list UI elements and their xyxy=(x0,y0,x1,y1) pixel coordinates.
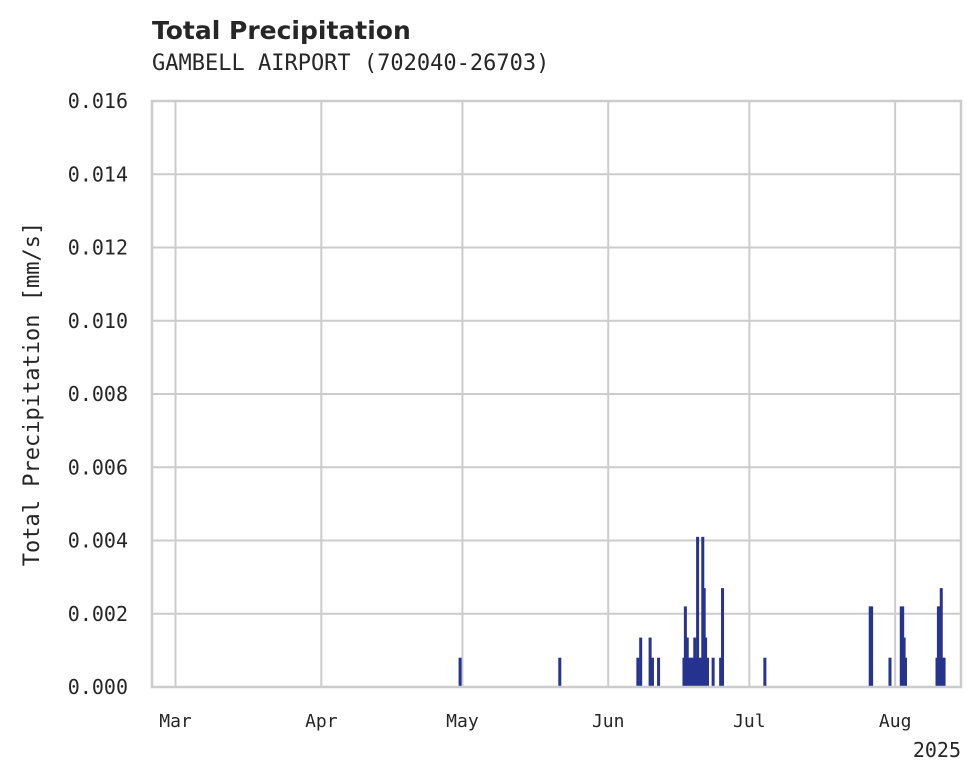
x-tick-label-aug: Aug xyxy=(879,711,912,732)
precipitation-bar xyxy=(903,657,907,687)
y-tick-label: 0.006 xyxy=(68,455,128,479)
precipitation-bar xyxy=(650,657,654,687)
precipitation-bar xyxy=(648,637,652,687)
precipitation-bar xyxy=(939,588,943,687)
precipitation-bar xyxy=(763,657,767,687)
x-tick-label-jun: Jun xyxy=(592,711,625,732)
y-tick-label: 0.010 xyxy=(68,309,128,333)
x-tick-label-jul: Jul xyxy=(733,711,766,732)
precipitation-bar xyxy=(683,606,687,687)
y-axis-ticks: 0.000 0.002 0.004 0.006 0.008 0.010 0.012 0.014… xyxy=(68,89,128,699)
precipitation-bar xyxy=(870,606,874,687)
precipitation-bar xyxy=(721,588,725,687)
y-tick-label: 0.002 xyxy=(68,602,128,626)
precipitation-bar xyxy=(687,657,691,687)
x-tick-label-apr: Apr xyxy=(305,711,338,732)
y-tick-label: 0.016 xyxy=(68,89,128,113)
precipitation-bar xyxy=(685,637,689,687)
plot-frame xyxy=(150,99,963,689)
x-axis-year-label: 2025 xyxy=(913,738,961,762)
precipitation-bar xyxy=(704,637,708,687)
x-tick-label-may: May xyxy=(446,711,479,732)
x-axis-ticks: Mar Apr May Jun Jul Aug xyxy=(159,711,911,732)
precipitation-bar xyxy=(719,657,723,687)
y-tick-label: 0.012 xyxy=(68,236,128,260)
precipitation-bar xyxy=(458,657,462,687)
precipitation-bar xyxy=(639,637,643,687)
chart-title: Total Precipitation xyxy=(152,16,411,45)
precipitation-bar xyxy=(696,536,700,687)
precipitation-bar xyxy=(657,657,661,687)
precipitation-bar xyxy=(711,657,715,687)
y-tick-label: 0.014 xyxy=(68,162,128,186)
y-tick-label: 0.008 xyxy=(68,382,128,406)
precipitation-bar xyxy=(636,657,640,687)
chart-subtitle: GAMBELL AIRPORT (702040-26703) xyxy=(152,51,550,76)
grid-lines xyxy=(152,100,961,688)
precipitation-bar xyxy=(942,657,946,687)
precipitation-bar xyxy=(689,657,693,687)
precipitation-bar xyxy=(697,657,701,687)
precipitation-bars xyxy=(458,536,946,687)
precipitation-bar xyxy=(558,657,562,687)
y-tick-label: 0.004 xyxy=(68,529,128,553)
x-tick-label-mar: Mar xyxy=(159,711,192,732)
y-tick-label: 0.000 xyxy=(68,675,128,699)
precipitation-bar xyxy=(691,657,695,687)
precipitation-bar xyxy=(705,657,709,687)
precipitation-bar xyxy=(888,657,892,687)
y-axis-label: Total Precipitation [mm/s] xyxy=(20,222,45,566)
